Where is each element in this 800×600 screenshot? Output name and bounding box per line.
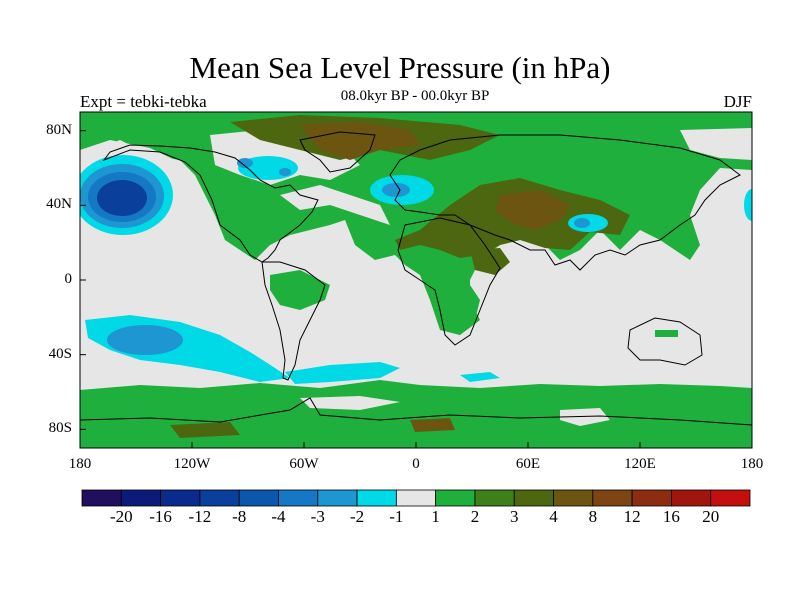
- colorbar-label: 12: [623, 507, 641, 526]
- lat-tick-label: 0: [64, 271, 73, 287]
- colorbar-label: -3: [310, 507, 325, 526]
- colorbar-label: -12: [188, 507, 212, 526]
- season-label: DJF: [723, 92, 752, 111]
- colorbar-swatch: [671, 489, 712, 507]
- colorbar-swatch: [81, 489, 122, 507]
- colorbar-swatch: [120, 489, 161, 507]
- lon-tick-label: 180: [740, 456, 764, 472]
- hudson-low: [237, 156, 298, 180]
- axis-ticks: [79, 130, 753, 448]
- colorbar-swatch: [395, 489, 437, 507]
- lat-tick-label: 40N: [46, 196, 72, 213]
- lat-tick-label: 80N: [46, 121, 72, 138]
- colorbar-swatch: [278, 489, 319, 507]
- colorbar-swatch: [435, 489, 476, 507]
- colorbar-label: -1: [389, 507, 404, 526]
- map-field: [80, 112, 752, 448]
- colorbar-swatch: [317, 489, 358, 507]
- colorbar-label: -4: [271, 507, 286, 526]
- coast-greenland: [299, 131, 376, 173]
- colorbar-swatch: [199, 489, 240, 507]
- olive-patch-south: [170, 422, 240, 438]
- colorbar-swatch: [474, 489, 515, 507]
- lon-tick-label: 60W: [289, 456, 319, 472]
- south-atlantic-low: [285, 362, 400, 384]
- lat-tick-label: 40S: [48, 345, 72, 362]
- colorbar-swatch: [631, 489, 672, 507]
- coastlines: [80, 131, 752, 426]
- lon-tick-label: 0: [412, 456, 420, 472]
- green-region-africa: [438, 280, 480, 335]
- colorbar-swatch: [553, 489, 594, 507]
- southern-ocean-low: [460, 372, 500, 382]
- brown-region-arctic: [300, 122, 420, 160]
- neutral-patch-ne: [680, 128, 752, 160]
- neutral-patch-atlantic: [280, 185, 390, 225]
- north-atlantic-low: [370, 175, 434, 205]
- map-title: Mean Sea Level Pressure (in hPa): [189, 50, 611, 85]
- green-region-australia: [655, 330, 678, 337]
- lon-tick-label: 120W: [173, 456, 211, 472]
- colorbar-swatch: [513, 489, 554, 507]
- coast-africa: [397, 217, 501, 346]
- colorbar-label: 3: [509, 507, 519, 526]
- colorbar-label: -8: [232, 507, 247, 526]
- colorbar-label: 8: [588, 507, 598, 526]
- lon-tick-label: 180: [68, 456, 92, 472]
- green-region-south-america: [270, 270, 330, 310]
- colorbar-label: -16: [149, 507, 172, 526]
- colorbar: [81, 489, 751, 507]
- neutral-patch-south-2: [560, 408, 610, 426]
- coast-south-america: [261, 261, 326, 381]
- colorbar-label: 2: [470, 507, 480, 526]
- brown-patch-south: [410, 418, 455, 432]
- colorbar-swatch: [238, 489, 279, 507]
- coast-antarctica: [80, 397, 752, 426]
- experiment-label: Expt = tebki-tebka: [80, 92, 207, 111]
- east-edge-low: [744, 189, 752, 221]
- colorbar-label: 20: [702, 507, 720, 526]
- colorbar-swatch: [592, 489, 633, 507]
- tibet-low: [568, 214, 608, 232]
- colorbar-swatch: [356, 489, 397, 507]
- coast-eurasia: [389, 134, 741, 271]
- colorbar-label: 4: [549, 507, 558, 526]
- aleutian-low: [80, 155, 173, 235]
- coast-north-america: [102, 144, 319, 263]
- green-region-south: [80, 380, 752, 448]
- brown-region-asia: [495, 190, 570, 230]
- colorbar-label: 1: [431, 507, 440, 526]
- colorbar-swatch: [160, 489, 201, 507]
- lon-tick-label: 120E: [624, 456, 656, 472]
- south-pacific-low: [85, 315, 290, 382]
- colorbar-label: 16: [662, 507, 680, 526]
- map-subtitle: 08.0kyr BP - 00.0kyr BP: [340, 88, 490, 104]
- lon-tick-label: 60E: [515, 456, 541, 472]
- lat-tick-label: 80S: [48, 420, 72, 437]
- coast-australia: [627, 317, 703, 366]
- colorbar-label: -2: [349, 507, 365, 526]
- colorbar-label: -20: [109, 507, 133, 526]
- neutral-patch-south-1: [300, 396, 400, 410]
- colorbar-swatch: [710, 489, 751, 507]
